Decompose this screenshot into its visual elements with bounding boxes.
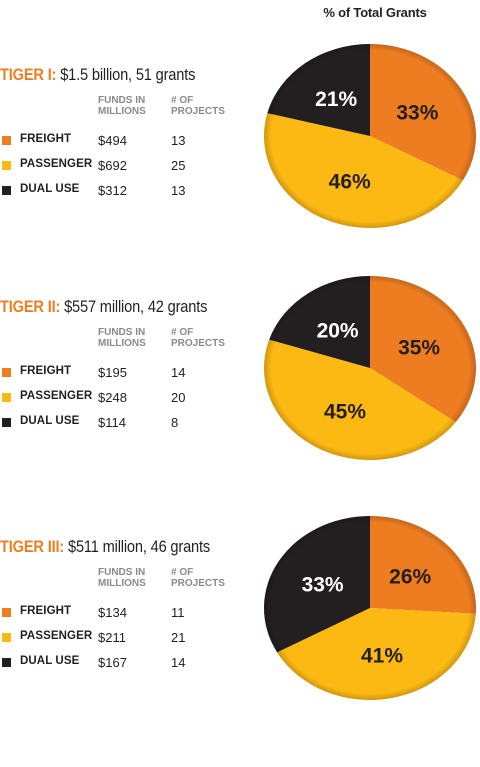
category-label: DUAL USE <box>20 415 80 427</box>
projects-value: 14 <box>171 365 186 380</box>
panel-title: TIGER III: $511 million, 46 grants <box>0 537 210 557</box>
projects-value: 20 <box>171 390 186 405</box>
funds-value: $167 <box>98 655 127 670</box>
projects-value: 13 <box>171 133 186 148</box>
program-name: TIGER I: <box>0 65 57 84</box>
projects-value: 13 <box>171 183 186 198</box>
row-passenger: PASSENGER $692 25 <box>0 158 240 174</box>
funds-value: $248 <box>98 390 127 405</box>
panel-title: TIGER I: $1.5 billion, 51 grants <box>0 65 195 85</box>
projects-value: 8 <box>171 415 179 430</box>
pie-rim-shading <box>264 276 476 460</box>
row-dual-use: DUAL USE $114 8 <box>0 415 240 431</box>
pie-chart: 26%41%33% <box>263 516 476 701</box>
legend-swatch-freight <box>2 368 11 377</box>
pie-rim-shading <box>264 44 476 228</box>
legend-swatch-freight <box>2 136 11 145</box>
panel-title: TIGER II: $557 million, 42 grants <box>0 297 207 317</box>
funds-value: $195 <box>98 365 127 380</box>
category-label: FREIGHT <box>20 365 72 377</box>
projects-value: 11 <box>171 605 185 620</box>
tiger-panel-1: TIGER I: $1.5 billion, 51 grants FUNDS IN… <box>0 44 480 295</box>
legend-swatch-passenger <box>2 161 11 170</box>
row-passenger: PASSENGER $248 20 <box>0 390 240 406</box>
row-freight: FREIGHT $494 13 <box>0 133 240 149</box>
projects-value: 14 <box>171 655 186 670</box>
program-summary: $1.5 billion, 51 grants <box>60 65 196 84</box>
legend-swatch-freight <box>2 608 11 617</box>
program-name: TIGER III: <box>0 537 65 556</box>
projects-value: 25 <box>171 158 186 173</box>
row-dual-use: DUAL USE $167 14 <box>0 655 240 671</box>
program-summary: $557 million, 42 grants <box>64 297 208 316</box>
row-freight: FREIGHT $134 11 <box>0 605 240 621</box>
row-passenger: PASSENGER $211 21 <box>0 630 240 646</box>
category-label: PASSENGER <box>20 630 93 642</box>
funds-value: $312 <box>98 183 127 198</box>
funds-value: $692 <box>98 158 127 173</box>
funds-value: $211 <box>98 630 126 645</box>
legend-swatch-dual-use <box>2 658 11 667</box>
funds-column-header: FUNDS IN MILLIONS <box>98 95 146 117</box>
category-label: PASSENGER <box>20 158 93 170</box>
program-summary: $511 million, 46 grants <box>67 537 211 556</box>
legend-swatch-passenger <box>2 633 11 642</box>
projects-column-header: # OF PROJECTS <box>171 567 225 589</box>
pie-rim-shading <box>264 516 476 700</box>
program-name: TIGER II: <box>0 297 61 316</box>
category-label: DUAL USE <box>20 655 80 667</box>
funds-column-header: FUNDS IN MILLIONS <box>98 567 146 589</box>
pie-chart: 35%45%20% <box>263 276 477 461</box>
tiger-panel-3: TIGER III: $511 million, 46 grants FUNDS … <box>0 516 480 767</box>
category-label: DUAL USE <box>20 183 80 195</box>
chart-header: % of Total Grants <box>323 5 427 20</box>
category-label: FREIGHT <box>20 605 72 617</box>
funds-value: $494 <box>98 133 127 148</box>
legend-swatch-dual-use <box>2 186 11 195</box>
category-label: FREIGHT <box>20 133 72 145</box>
projects-column-header: # OF PROJECTS <box>171 327 225 349</box>
legend-swatch-dual-use <box>2 418 11 427</box>
funds-value: $134 <box>98 605 127 620</box>
projects-value: 21 <box>171 630 186 645</box>
row-freight: FREIGHT $195 14 <box>0 365 240 381</box>
category-label: PASSENGER <box>20 390 93 402</box>
pie-chart: 33%46%21% <box>263 44 477 229</box>
funds-column-header: FUNDS IN MILLIONS <box>98 327 146 349</box>
funds-value: $114 <box>98 415 126 430</box>
projects-column-header: # OF PROJECTS <box>171 95 225 117</box>
tiger-panel-2: TIGER II: $557 million, 42 grants FUNDS I… <box>0 276 480 527</box>
legend-swatch-passenger <box>2 393 11 402</box>
row-dual-use: DUAL USE $312 13 <box>0 183 240 199</box>
